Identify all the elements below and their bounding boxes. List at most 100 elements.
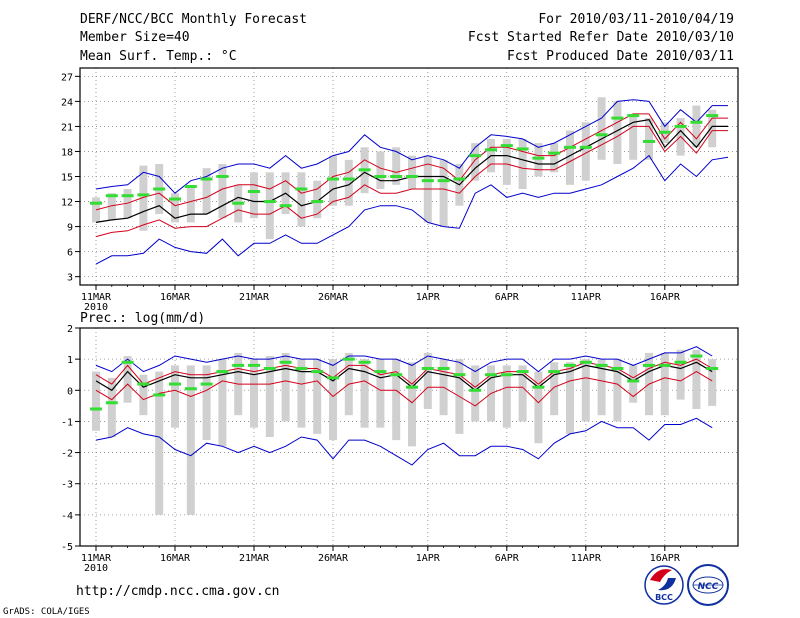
ensemble-box [186, 365, 195, 515]
bcc-logo: BCC [644, 565, 684, 605]
median-marker [437, 366, 450, 370]
median-marker [437, 179, 450, 183]
median-marker [611, 116, 624, 120]
x-tick-label: 21MAR [239, 553, 270, 564]
ensemble-box [297, 172, 306, 227]
series-line-mean_minus_std [95, 125, 728, 238]
ensemble-box [581, 122, 590, 181]
x-tick-label: 1APR [416, 292, 441, 303]
median-marker [690, 354, 703, 358]
median-marker [327, 376, 339, 380]
ensemble-box [155, 371, 164, 515]
forecast-period: For 2010/03/11-2010/04/19 [538, 12, 734, 27]
y-tick-label: 21 [61, 122, 73, 133]
ensemble-box [676, 349, 685, 400]
median-marker [421, 179, 434, 183]
ensemble-box [392, 359, 401, 441]
median-marker [674, 360, 687, 364]
median-marker [500, 144, 513, 148]
ensemble-box [439, 159, 448, 227]
median-marker [279, 360, 292, 364]
median-marker [153, 393, 166, 397]
median-marker [627, 379, 640, 383]
median-marker [90, 201, 102, 205]
x-tick-label: 11APR [571, 553, 602, 564]
ensemble-box [534, 143, 543, 177]
median-marker [611, 366, 624, 370]
ensemble-box [92, 371, 100, 431]
ncc-logo: NCC [687, 564, 729, 606]
ensemble-box [250, 172, 258, 219]
ensemble-box [423, 352, 432, 409]
median-marker [674, 124, 687, 128]
prec-panel-title: Prec.: log(mm/d) [80, 311, 205, 326]
member-size: Member Size=40 [80, 30, 190, 45]
median-marker [390, 373, 403, 377]
median-marker [137, 193, 150, 197]
median-marker [421, 366, 434, 370]
median-marker [327, 177, 339, 181]
median-marker [690, 120, 703, 124]
ensemble-box [202, 365, 211, 441]
ensemble-box [171, 365, 179, 428]
chart-title: DERF/NCC/BCC Monthly Forecast [80, 12, 307, 27]
median-marker [406, 385, 418, 389]
median-marker [374, 175, 387, 178]
grads-credit: GrADS: COLA/IGES [3, 607, 90, 617]
temp-panel-title: Mean Surf. Temp.: °C [80, 49, 237, 64]
y-tick-label: 0 [67, 386, 73, 397]
ensemble-box [613, 359, 622, 422]
y-tick-label: -5 [61, 542, 73, 553]
median-marker [184, 387, 197, 391]
median-marker [216, 370, 229, 374]
ensemble-box [250, 359, 258, 428]
y-tick-label: -3 [61, 480, 73, 491]
median-marker [232, 201, 245, 205]
ensemble-box [265, 172, 274, 240]
x-tick-year: 2010 [84, 302, 108, 313]
y-tick-label: 15 [61, 173, 73, 184]
ensemble-box [471, 365, 480, 422]
median-marker [200, 382, 213, 386]
median-marker [658, 363, 671, 367]
ensemble-box [692, 349, 701, 409]
median-marker [169, 197, 181, 201]
x-tick-label: 11MAR [81, 553, 112, 564]
y-tick-label: -2 [61, 449, 73, 460]
x-tick-label: 26MAR [318, 553, 349, 564]
ensemble-box [613, 101, 622, 164]
produced-date: Fcst Produced Date 2010/03/11 [507, 49, 734, 64]
median-marker [342, 357, 355, 361]
median-marker [248, 190, 260, 194]
median-marker [627, 114, 640, 118]
median-marker [485, 373, 497, 377]
median-marker [579, 145, 592, 149]
started-refer-date: Fcst Started Refer Date 2010/03/10 [468, 30, 734, 45]
median-marker [390, 175, 403, 178]
ensemble-box [534, 371, 543, 444]
bcc-logo-text: BCC [655, 593, 673, 602]
median-marker [295, 366, 308, 370]
median-marker [532, 156, 545, 160]
median-marker [137, 382, 150, 386]
median-marker [706, 366, 719, 370]
bcc-logo-swirl-red [650, 569, 672, 582]
ensemble-box [708, 109, 717, 148]
x-tick-label: 6APR [495, 292, 520, 303]
ensemble-box [566, 362, 574, 434]
y-tick-label: 6 [67, 248, 73, 259]
median-marker [121, 194, 134, 198]
median-marker [153, 187, 166, 191]
source-url[interactable]: http://cmdp.ncc.cma.gov.cn [76, 584, 280, 599]
ensemble-box [281, 352, 290, 422]
x-tick-year: 2010 [84, 563, 108, 574]
median-marker [342, 177, 355, 181]
median-marker [184, 185, 197, 189]
ensemble-box [139, 165, 148, 231]
ensemble-box [471, 143, 480, 181]
median-marker [90, 407, 102, 411]
x-tick-label: 16APR [650, 553, 681, 564]
median-marker [263, 366, 276, 370]
x-tick-label: 21MAR [239, 292, 270, 303]
ensemble-box [218, 359, 227, 447]
